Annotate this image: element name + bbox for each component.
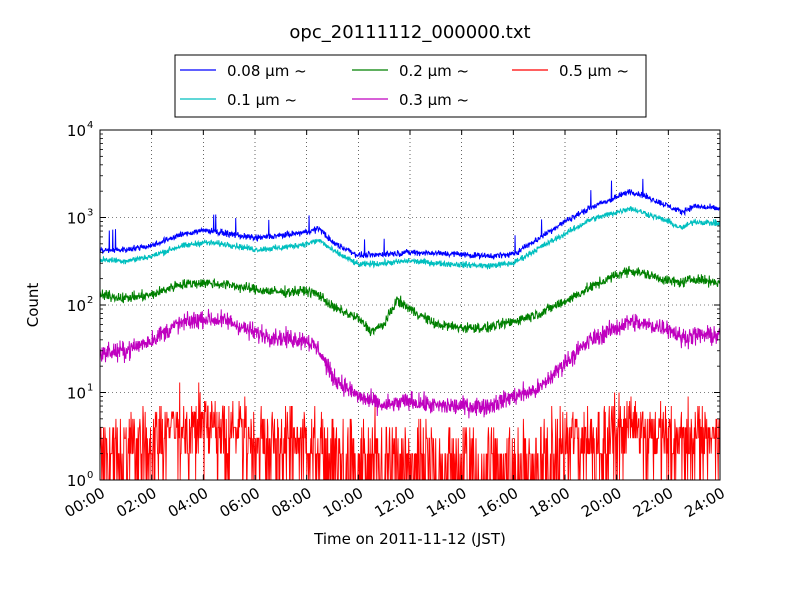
series-line-1 [100,205,720,270]
y-tick-label: 10 [67,297,86,315]
legend-label-1: 0.1 μm ~ [227,91,297,109]
y-tick-label: 10 [67,472,86,490]
series-line-2 [100,265,720,337]
legend-label-3: 0.3 μm ~ [399,91,469,109]
chart-title: opc_20111112_000000.txt [289,22,530,43]
series-line-3 [100,308,720,419]
x-axis-label: Time on 2011-11-12 (JST) [313,530,506,548]
legend-box [174,54,647,118]
y-tick-exponent: 0 [87,470,93,481]
y-tick-label: 10 [67,385,86,403]
y-tick-label: 10 [67,122,86,140]
legend: 0.08 μm ~ 0.1 μm ~ 0.2 μm ~ 0.3 μm ~ 0.5 μm … [174,54,647,118]
y-tick-label: 10 [67,210,86,228]
y-tick-exponent: 3 [87,208,93,219]
y-axis-label: Count [24,283,42,328]
series-line-0 [100,178,720,260]
y-tick-exponent: 1 [87,383,93,394]
legend-label-0: 0.08 μm ~ [227,62,307,80]
legend-label-2: 0.2 μm ~ [399,62,469,80]
series-layer [100,178,720,480]
series-line-4 [100,382,720,480]
y-tick-exponent: 4 [87,120,93,131]
legend-label-4: 0.5 μm ~ [559,62,629,80]
y-tick-exponent: 2 [87,295,93,306]
